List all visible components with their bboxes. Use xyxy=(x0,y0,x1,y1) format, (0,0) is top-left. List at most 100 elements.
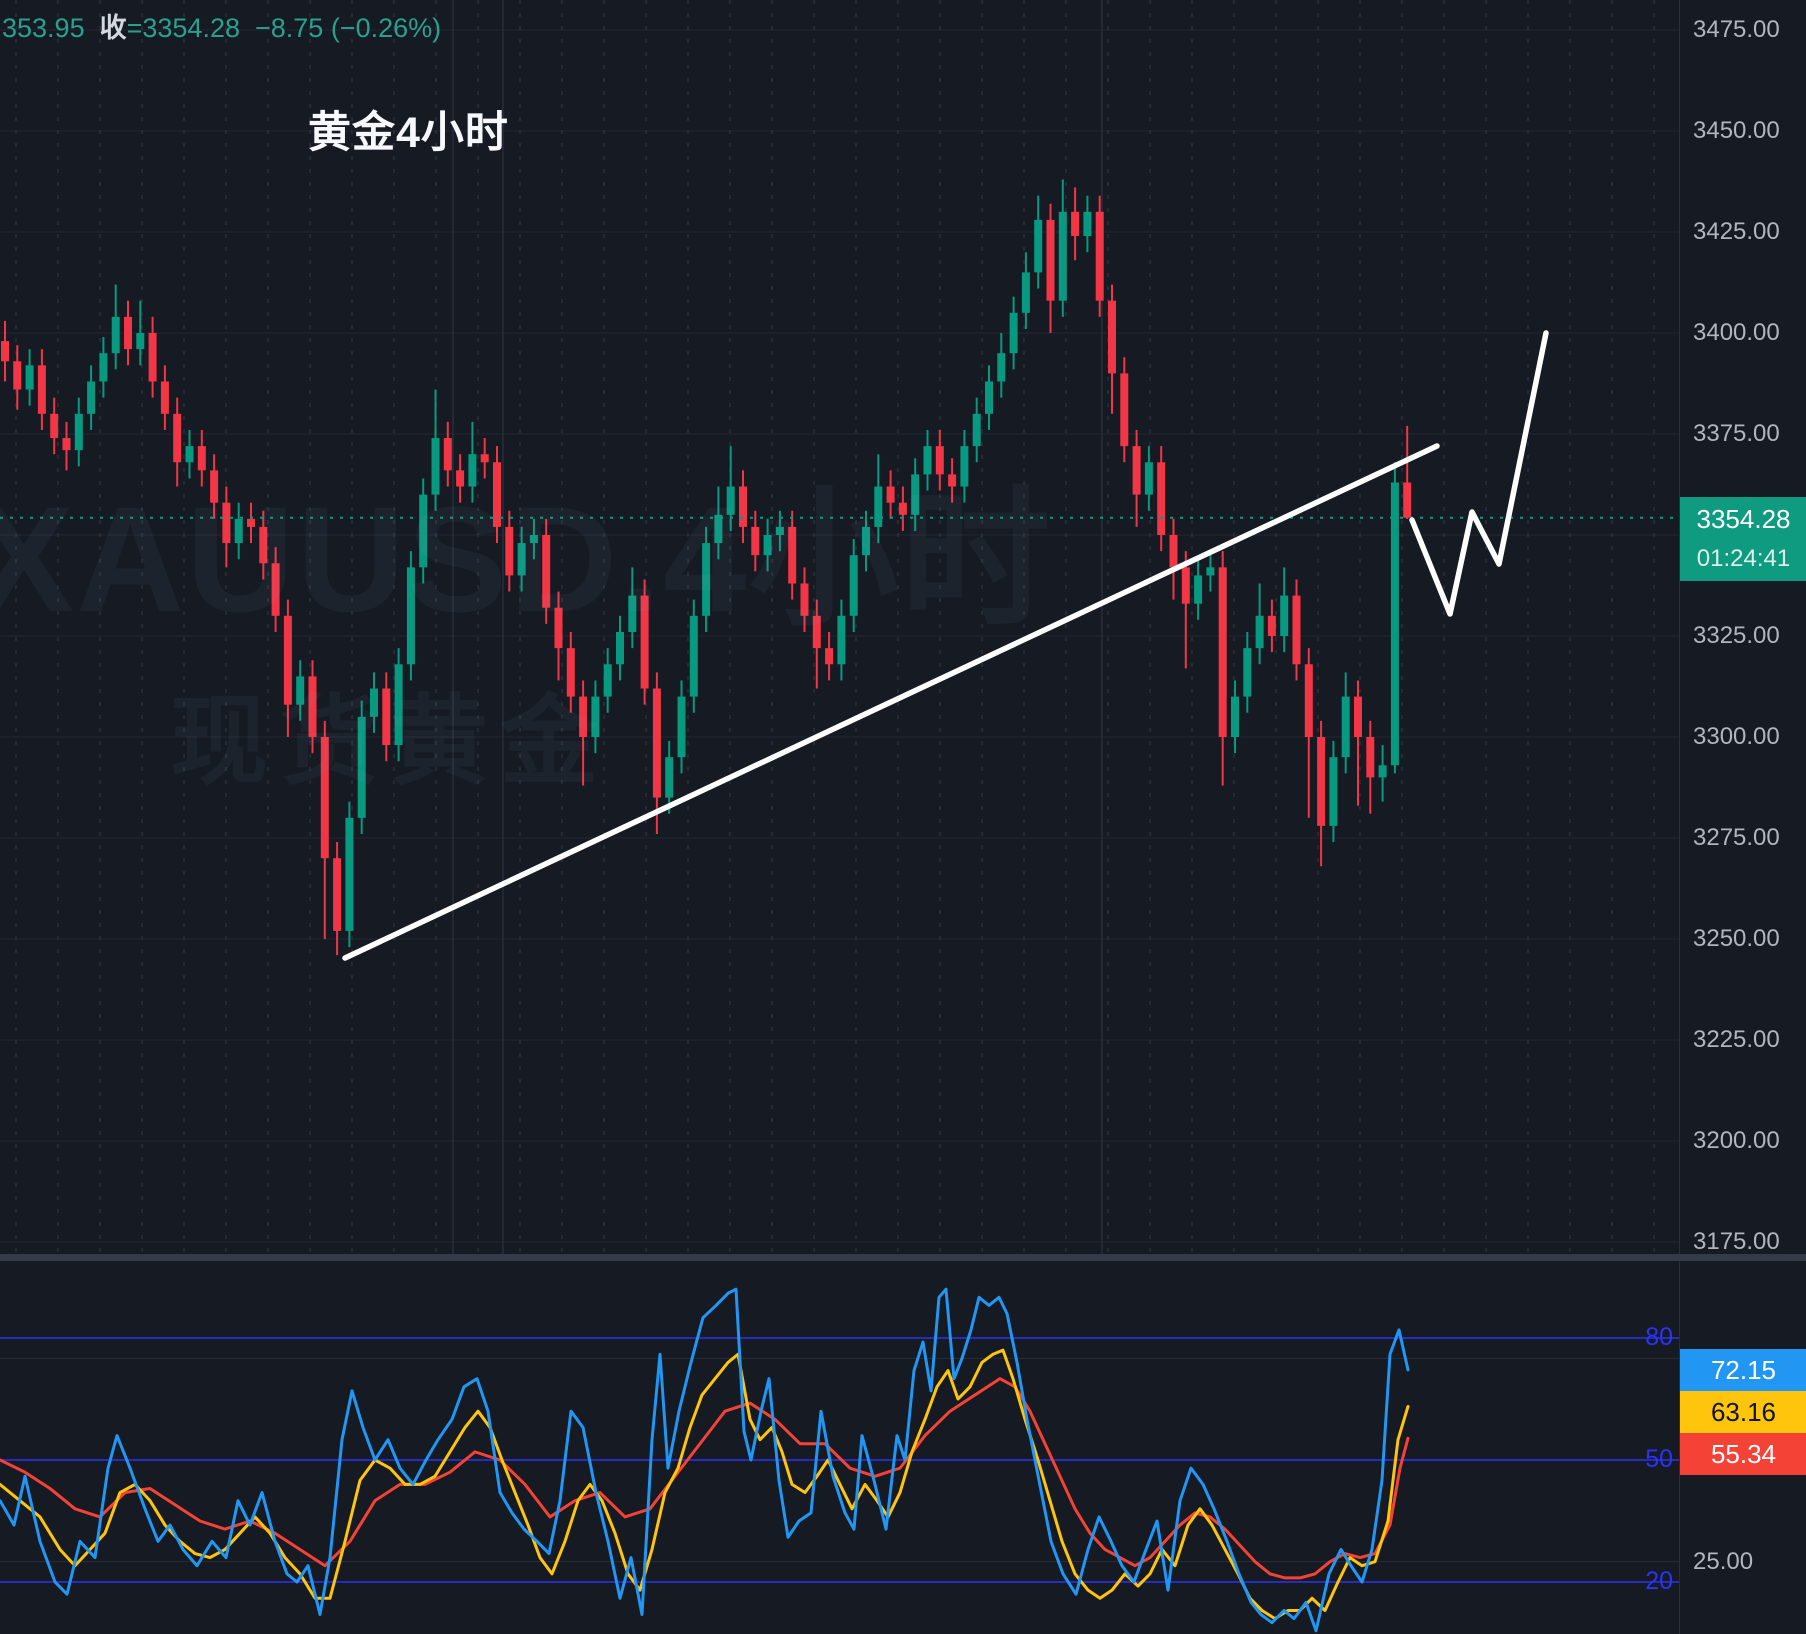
candle-body xyxy=(320,737,329,859)
candle-body xyxy=(812,615,821,649)
candle-body xyxy=(763,535,772,556)
forecast-zigzag-drawing[interactable] xyxy=(1409,330,1549,617)
candle-body xyxy=(468,454,477,487)
candle-body xyxy=(1218,567,1227,737)
price-axis-label: 3225.00 xyxy=(1693,1026,1780,1053)
candle-body xyxy=(726,486,735,515)
candle-body xyxy=(800,583,809,616)
candle-body xyxy=(677,696,686,758)
oscillator-line-mid xyxy=(0,1348,1410,1621)
candle-body xyxy=(837,615,846,665)
candle-body xyxy=(283,615,292,705)
price-axis-label: 3175.00 xyxy=(1693,1228,1780,1255)
price-axis-label: 3325.00 xyxy=(1693,622,1780,649)
low-value: 353.95 xyxy=(2,13,85,43)
oscillator-value-badge: 72.15 xyxy=(1680,1348,1806,1391)
candle-body xyxy=(87,381,96,414)
price-axis-label: 3425.00 xyxy=(1693,218,1780,245)
candle-body xyxy=(554,607,563,649)
pane-separator[interactable] xyxy=(0,1254,1806,1261)
symbol-description-watermark: 现货黄金 xyxy=(170,686,611,796)
candle-body xyxy=(1132,446,1141,495)
candle-body xyxy=(579,696,588,737)
candle-body xyxy=(1317,737,1326,826)
candle-body xyxy=(443,438,452,471)
candle-body xyxy=(1009,312,1018,354)
candle-body xyxy=(923,446,932,475)
candle-body xyxy=(788,526,797,584)
candle-body xyxy=(616,631,624,665)
oscillator-level-label: 50 xyxy=(1645,1445,1673,1473)
candle-body xyxy=(1034,219,1043,273)
candle-body xyxy=(751,526,760,556)
price-axis-label: 3375.00 xyxy=(1693,420,1780,447)
candle-body xyxy=(394,664,403,746)
candle-body xyxy=(1144,462,1153,495)
candle-body xyxy=(1083,211,1092,237)
price-axis-label: 3450.00 xyxy=(1693,117,1780,144)
candle-body xyxy=(1304,664,1313,737)
candle-body xyxy=(493,462,501,527)
candle-body xyxy=(382,688,391,746)
price-axis-label: 3200.00 xyxy=(1693,1127,1780,1154)
candle-body xyxy=(948,474,957,487)
price-axis-label: 3400.00 xyxy=(1693,319,1780,346)
candle-body xyxy=(456,470,465,487)
candle-body xyxy=(1206,567,1215,576)
candle-body xyxy=(628,595,637,632)
candle-body xyxy=(345,817,354,931)
candle-body xyxy=(50,413,59,439)
candle-body xyxy=(1071,211,1080,237)
candle-body xyxy=(1169,535,1178,568)
candle-body xyxy=(911,474,920,515)
candle-body xyxy=(935,446,944,475)
trendline-drawing[interactable] xyxy=(342,443,1440,961)
oscillator-value-badge: 63.16 xyxy=(1680,1390,1806,1433)
price-axis-label: 3275.00 xyxy=(1693,824,1780,851)
candle-body xyxy=(1181,567,1190,604)
candle-body xyxy=(271,563,280,616)
candle-body xyxy=(1058,211,1067,301)
candle-body xyxy=(862,526,870,556)
oscillator-level-label: 80 xyxy=(1645,1323,1673,1351)
candle-body xyxy=(62,438,71,451)
candle-body xyxy=(247,518,255,527)
candle-body xyxy=(689,615,698,697)
candle-body xyxy=(603,664,612,697)
candle-body xyxy=(665,757,674,798)
price-axis[interactable]: 3354.28 01:24:41 3475.00 3450.00 3425.00 34… xyxy=(1679,0,1806,1634)
candle-body xyxy=(296,676,305,705)
candle-body xyxy=(1194,575,1203,604)
candle-body xyxy=(111,316,120,354)
candle-body xyxy=(259,526,268,564)
candle-body xyxy=(480,454,489,463)
candle-body xyxy=(370,688,378,717)
candle-body xyxy=(505,526,514,576)
candle-body xyxy=(529,535,538,544)
close-label: 收 xyxy=(99,13,127,43)
candle-body xyxy=(1231,696,1239,737)
candle-body xyxy=(960,446,969,487)
price-axis-label: 3475.00 xyxy=(1693,16,1780,43)
candle-body xyxy=(640,595,649,689)
candle-body xyxy=(702,543,711,616)
candle-body xyxy=(1255,615,1264,649)
close-value: =3354.28 xyxy=(126,13,240,43)
ohlc-header: 353.95 收=3354.28 −8.75 (−0.26%) xyxy=(2,6,441,45)
change-value: −8.75 (−0.26%) xyxy=(255,13,442,43)
oscillator-value-badge: 55.34 xyxy=(1680,1432,1806,1475)
current-price-badge: 3354.28 01:24:41 xyxy=(1680,496,1806,581)
candle-body xyxy=(13,361,22,390)
candle-body xyxy=(173,413,182,463)
candle-body xyxy=(197,446,206,471)
candle-body xyxy=(234,518,243,544)
candle-body xyxy=(37,365,46,414)
bar-countdown: 01:24:41 xyxy=(1696,544,1791,572)
candle-body xyxy=(333,858,342,931)
oscillator-level-label: 20 xyxy=(1645,1567,1673,1595)
candle-body xyxy=(1046,219,1055,301)
price-axis-label: 3300.00 xyxy=(1693,723,1780,750)
candle-body xyxy=(1280,595,1289,636)
